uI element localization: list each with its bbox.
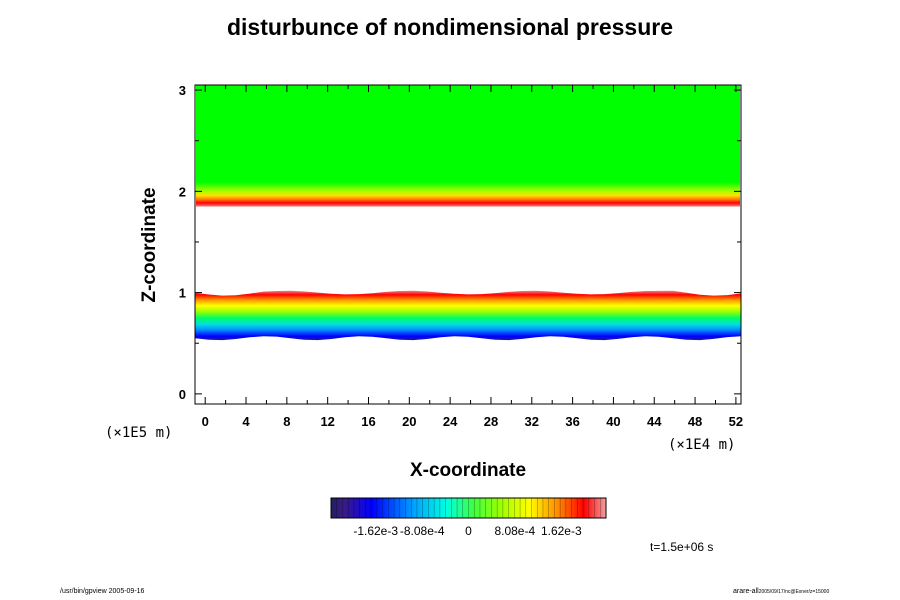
x-tick-label: 44 (647, 414, 662, 429)
footer-right-small: 2005/09/17/nc@Exner/z=15000 (758, 589, 830, 595)
x-tick-label: 48 (688, 414, 702, 429)
x-tick-label: 24 (443, 414, 458, 429)
x-tick-label: 20 (402, 414, 416, 429)
colorbar-tick-label: -1.62e-3 (353, 524, 398, 538)
x-tick-label: 4 (242, 414, 250, 429)
lower-band (195, 290, 741, 341)
y-tick-label: 3 (179, 83, 186, 98)
x-tick-label: 28 (484, 414, 498, 429)
plot-frame (194, 84, 742, 405)
contour-bands (195, 85, 741, 341)
x-tick-label: 52 (729, 414, 743, 429)
y-tick-label: 1 (179, 286, 186, 301)
x-tick-label: 32 (525, 414, 539, 429)
x-tick-label: 0 (202, 414, 209, 429)
x-tick-label: 12 (320, 414, 334, 429)
x-tick-label: 36 (565, 414, 579, 429)
colorbar-tick-label: -8.08e-4 (400, 524, 445, 538)
y-tick-label: 2 (179, 184, 186, 199)
y-tick-label: 0 (179, 387, 186, 402)
time-annotation: t=1.5e+06 s (650, 540, 714, 554)
y-axis-unit: (×1E5 m) (105, 425, 173, 441)
y-axis-label: Z-coordinate (139, 187, 160, 303)
x-axis-unit: (×1E4 m) (668, 437, 736, 453)
colorbar-tick-label: 0 (465, 524, 472, 538)
footer-right: arare-all2005/09/17/nc@Exner/z=15000 (733, 588, 829, 595)
upper-band (196, 85, 740, 207)
colorbar-tick-label: 8.08e-4 (494, 524, 535, 538)
x-tick-label: 8 (283, 414, 290, 429)
colorbar: -1.62e-3 -8.08e-4 0 8.08e-4 1.62e-3 (330, 497, 607, 538)
footer-left: /usr/bin/gpview 2005-09-16 (60, 588, 145, 595)
chart-title: disturbunce of nondimensional pressure (226, 14, 673, 40)
x-tick-label: 16 (361, 414, 375, 429)
x-tick-label: 40 (606, 414, 620, 429)
footer-right-main: arare-all (733, 588, 759, 595)
colorbar-tick-label: 1.62e-3 (541, 524, 582, 538)
x-axis-label: X-coordinate (409, 460, 527, 481)
